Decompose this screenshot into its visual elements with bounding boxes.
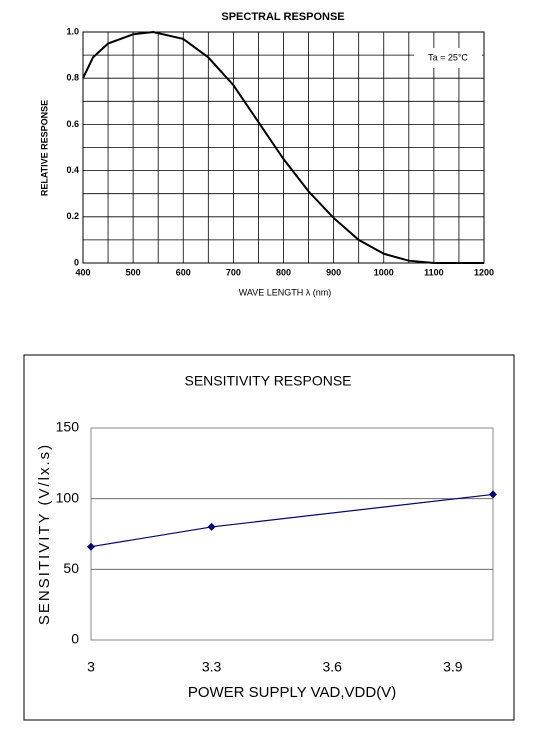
- y-tick-label: 1.0: [66, 26, 79, 36]
- y-axis-label: SENSITIVITY (V/lx.s): [36, 443, 53, 625]
- plot-border: [82, 31, 485, 264]
- x-tick-label: 1200: [474, 267, 494, 277]
- x-tick-label: 600: [176, 267, 191, 277]
- y-tick-label: 0: [71, 631, 79, 647]
- y-tick-label: 0.4: [66, 165, 79, 175]
- y-tick-label: 50: [63, 560, 79, 576]
- y-tick-label: 100: [56, 489, 80, 505]
- chart: SENSITIVITY RESPONSE SENSITIVITY (V/lx.s)…: [36, 373, 497, 701]
- y-tick-label: 150: [56, 419, 80, 435]
- x-tick-label: 700: [226, 267, 241, 277]
- x-tick-label: 3.9: [443, 659, 463, 675]
- x-tick-label: 1000: [374, 267, 394, 277]
- x-tick-label: 3.3: [202, 659, 222, 675]
- y-tick-label: 0.8: [66, 73, 79, 83]
- x-tick-label: 500: [126, 267, 141, 277]
- chart-frame: [23, 354, 515, 721]
- annotation-bg: [414, 48, 482, 68]
- data-point: [489, 490, 497, 499]
- y-tick-label: 0: [74, 257, 79, 267]
- x-tick-label: 3: [87, 659, 95, 675]
- chart-title: SPECTRAL RESPONSE: [221, 11, 344, 23]
- chart-title: SENSITIVITY RESPONSE: [184, 373, 351, 389]
- x-axis-label: WAVE LENGTH λ (nm): [239, 287, 332, 297]
- x-tick-label: 800: [276, 267, 291, 277]
- y-tick-label: 0.6: [66, 119, 79, 129]
- data-point: [207, 522, 216, 531]
- y-axis-label: RELATIVE RESPONSE: [39, 100, 49, 196]
- y-tick-label: 0.2: [66, 211, 79, 221]
- data-line: [82, 30, 484, 264]
- plot-border: [90, 427, 494, 641]
- x-tick-label: 900: [326, 267, 341, 277]
- x-tick-label: 1100: [424, 267, 444, 277]
- annotation: Ta = 25°C: [428, 52, 468, 62]
- chart: SPECTRAL RESPONSE RELATIVE RESPONSE WAVE L…: [39, 11, 494, 297]
- data-point: [87, 542, 95, 551]
- data-line: [90, 493, 494, 548]
- x-axis-label: POWER SUPPLY VAD,VDD(V): [188, 684, 396, 701]
- x-tick-label: 400: [75, 267, 90, 277]
- x-tick-label: 3.6: [322, 659, 342, 675]
